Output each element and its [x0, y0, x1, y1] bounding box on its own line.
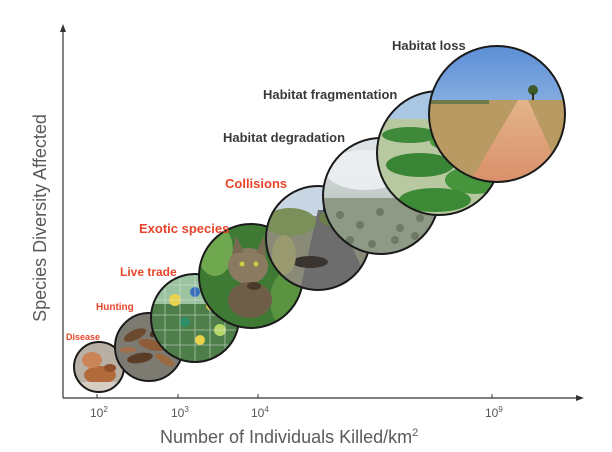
- y-axis: [60, 24, 66, 398]
- x-tick-label: 104: [251, 405, 269, 420]
- y-axis-title: Species Diversity Affected: [30, 114, 50, 322]
- x-axis: [63, 394, 584, 401]
- x-tick-label: 109: [485, 405, 503, 420]
- x-tick-label: 103: [171, 405, 189, 420]
- label-collisions: Collisions: [225, 176, 287, 191]
- disease-photo-circle: [73, 341, 125, 393]
- label-habitat-loss: Habitat loss: [392, 38, 466, 53]
- x-tick-label: 102: [90, 405, 108, 420]
- label-habitat-degradation: Habitat degradation: [223, 130, 345, 145]
- label-exotic-species: Exotic species: [139, 221, 229, 236]
- label-habitat-fragmentation: Habitat fragmentation: [263, 87, 397, 102]
- label-live-trade: Live trade: [120, 265, 177, 279]
- label-disease: Disease: [66, 332, 100, 342]
- x-axis-title: Number of Individuals Killed/km2: [160, 427, 418, 447]
- label-hunting: Hunting: [96, 302, 134, 313]
- habitat-loss-photo-circle: [428, 45, 566, 183]
